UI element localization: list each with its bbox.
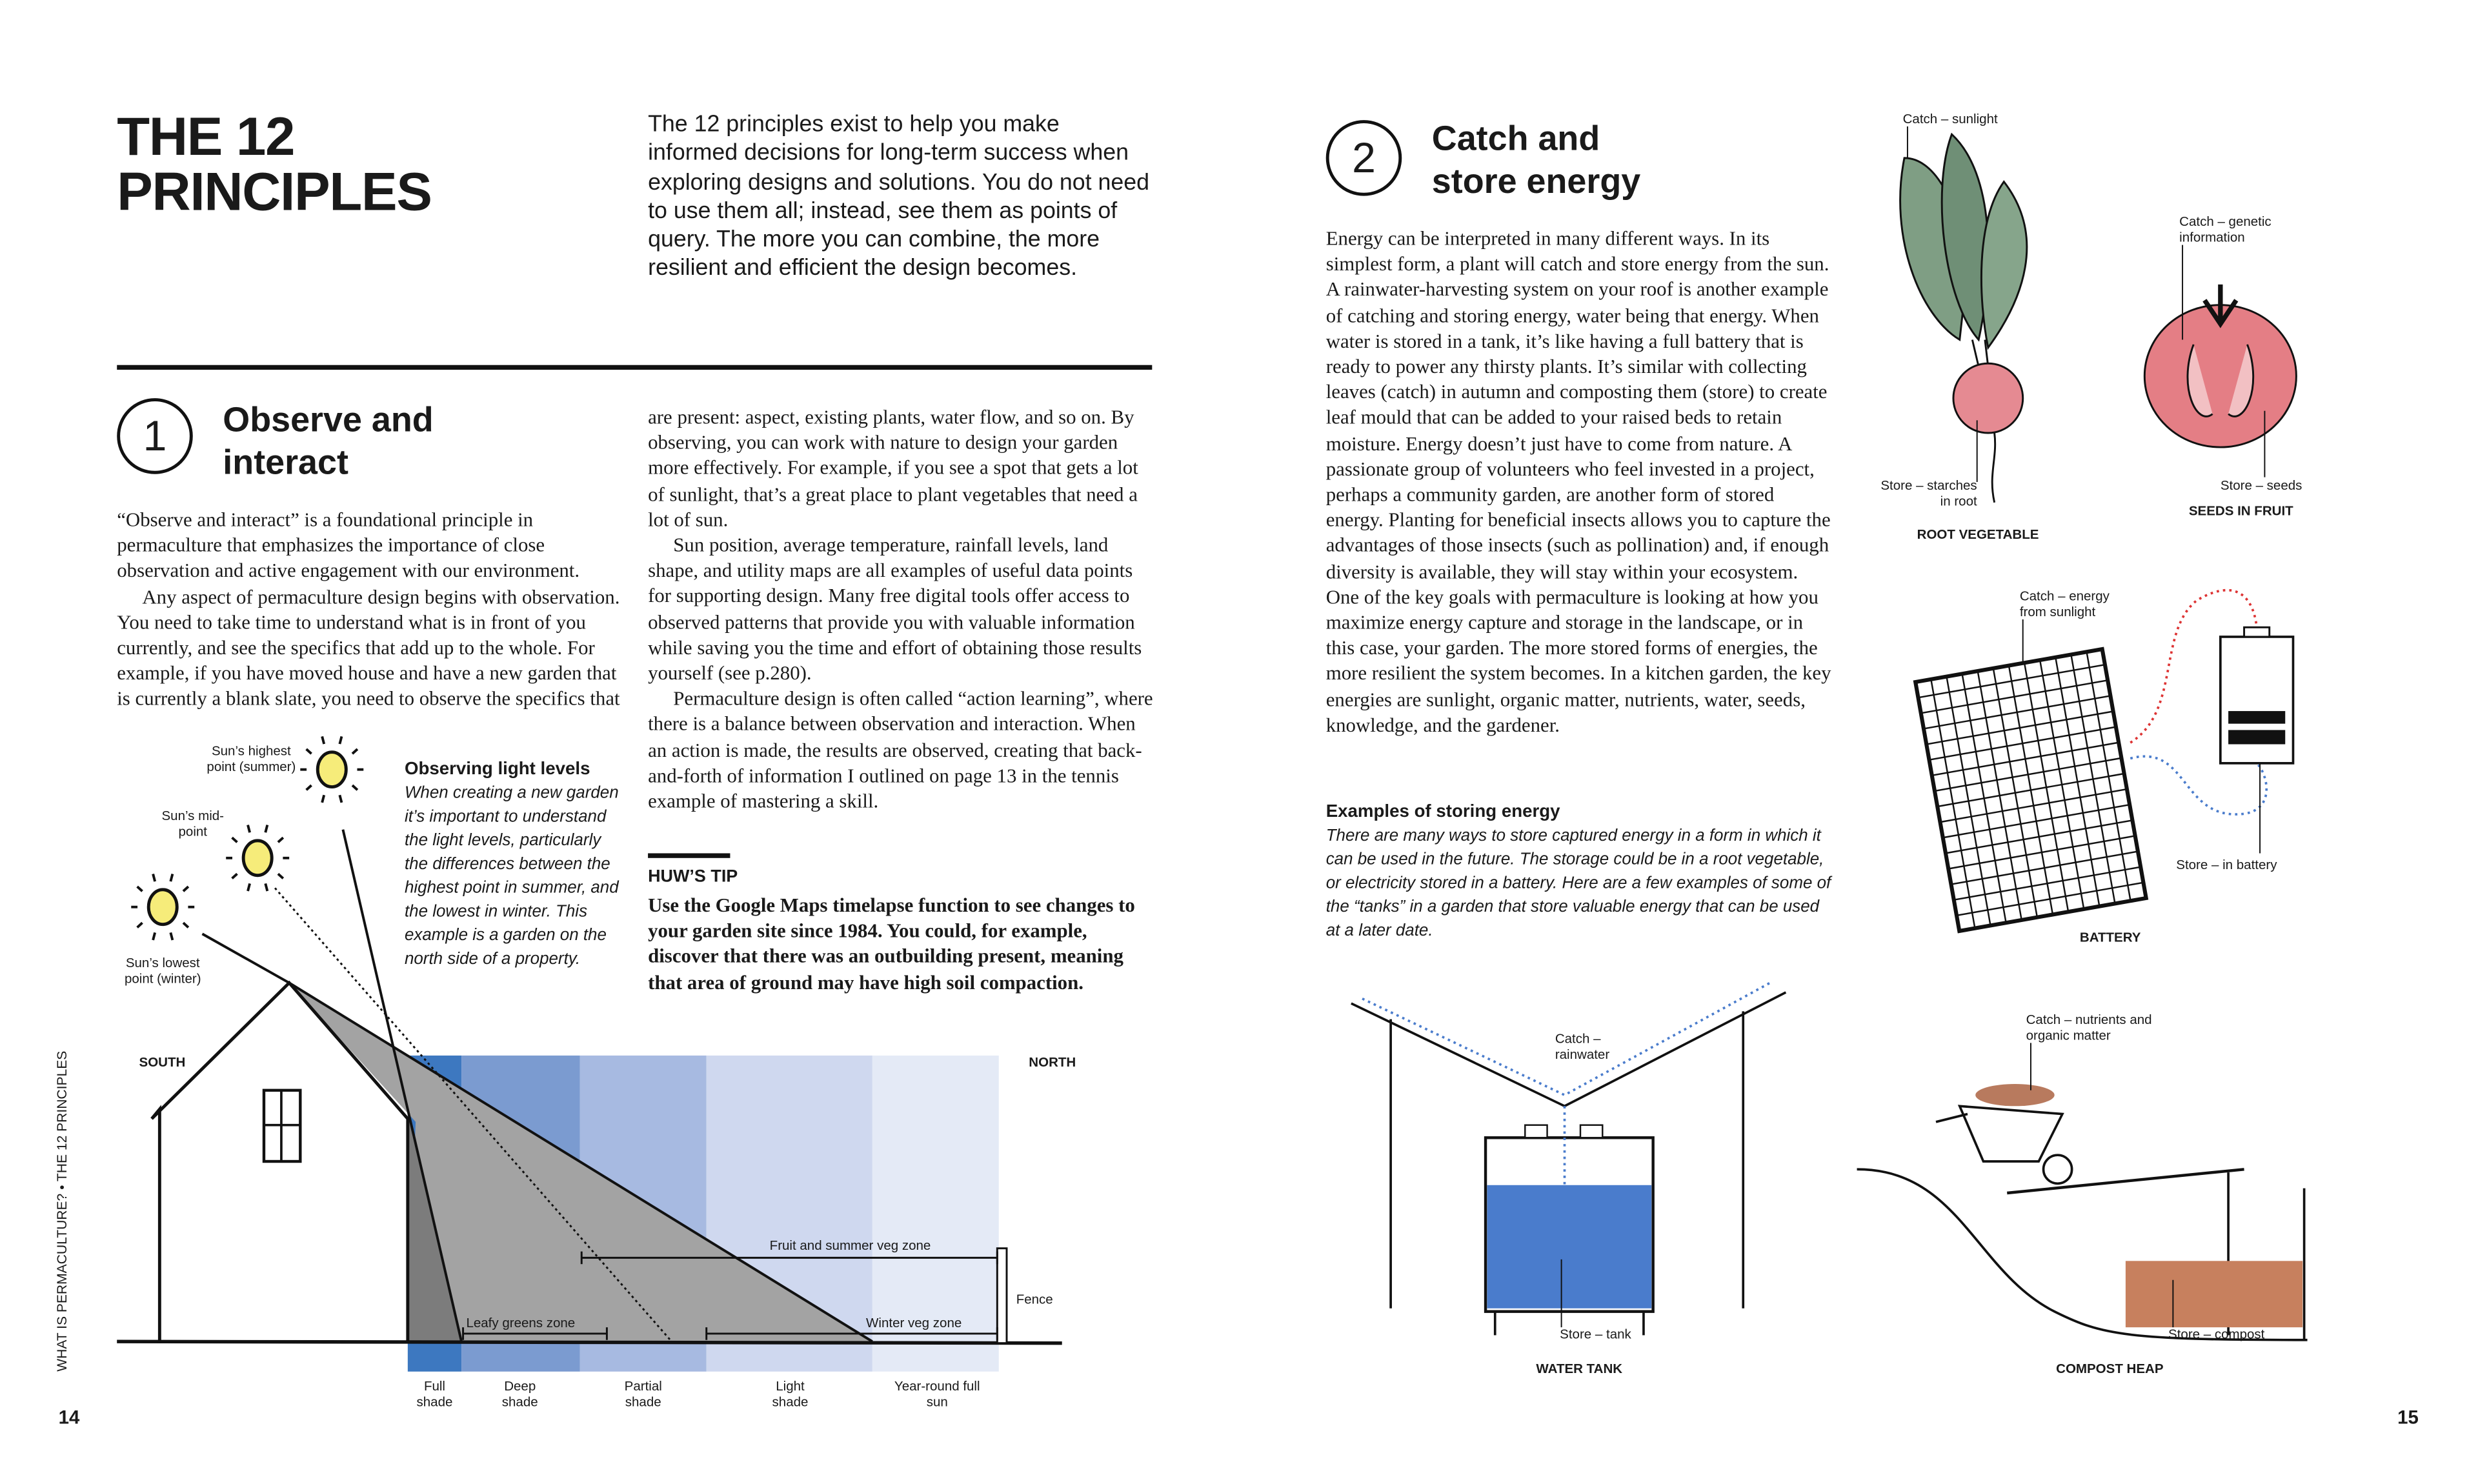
leafy-zone-label: Leafy greens zone bbox=[466, 1314, 576, 1331]
sun-icon bbox=[226, 825, 290, 892]
title-line: PRINCIPLES bbox=[117, 163, 432, 223]
north-label: NORTH bbox=[1029, 1054, 1076, 1070]
page-number: 15 bbox=[2397, 1406, 2419, 1429]
sun-icon bbox=[300, 736, 364, 803]
compost-store-label: Store – compost bbox=[2168, 1325, 2265, 1342]
principle-number-badge: 2 bbox=[1325, 120, 1402, 196]
examples-text: There are many ways to store captured en… bbox=[1325, 826, 1831, 941]
battery-illustration bbox=[2130, 588, 2295, 854]
fruit-store-label: Store – seeds bbox=[2220, 477, 2302, 494]
body-column-2: are present: aspect, existing plants, wa… bbox=[648, 405, 1154, 814]
principle-title: Catch and store energy bbox=[1431, 118, 1641, 201]
battery-catch-label: Catch – energy from sunlight bbox=[2019, 588, 2110, 620]
solar-panel-illustration bbox=[1913, 619, 2149, 934]
section-rule bbox=[117, 365, 1153, 370]
tip-heading: HUW’S TIP bbox=[648, 867, 738, 887]
title-line: THE 12 bbox=[117, 107, 295, 168]
body-text: Energy can be interpreted in many differ… bbox=[1325, 227, 1831, 736]
examples-heading: Examples of storing energy bbox=[1325, 803, 1560, 822]
zone-label: Full shade bbox=[416, 1378, 453, 1410]
principle-number-badge: 1 bbox=[117, 398, 193, 474]
paragraph: Sun position, average temperature, rainf… bbox=[648, 534, 1142, 685]
sun-high-label: Sun’s highest point (summer) bbox=[206, 743, 296, 775]
battery-caption: BATTERY bbox=[2079, 929, 2141, 945]
page-number: 14 bbox=[58, 1406, 80, 1429]
sun-low-label: Sun’s lowest point (winter) bbox=[124, 954, 201, 987]
paragraph: “Observe and interact” is a foundational… bbox=[117, 508, 580, 583]
paragraph: Permaculture design is often called “act… bbox=[648, 687, 1153, 812]
sun-mid-label: Sun’s mid-point bbox=[161, 807, 225, 839]
winter-ray bbox=[201, 932, 290, 984]
compost-catch-label: Catch – nutrients and organic matter bbox=[2026, 1011, 2152, 1043]
tank-store-label: Store – tank bbox=[1560, 1325, 1631, 1342]
water-tank-illustration bbox=[1351, 981, 1787, 1336]
midpoint-ray bbox=[274, 887, 672, 1343]
principle-title: Observe and interact bbox=[223, 399, 434, 482]
summer-ray bbox=[341, 829, 463, 1342]
tank-caption: WATER TANK bbox=[1536, 1360, 1623, 1377]
compost-caption: COMPOST HEAP bbox=[2056, 1360, 2164, 1377]
fruit-catch-label: Catch – genetic information bbox=[2179, 213, 2272, 245]
tomato-illustration bbox=[2143, 245, 2297, 477]
compost-heap-illustration bbox=[1857, 1043, 2308, 1341]
body-column-1: “Observe and interact” is a foundational… bbox=[117, 507, 623, 712]
zone-label: Light shade bbox=[772, 1378, 809, 1410]
intro-text: The 12 principles exist to help you make… bbox=[648, 112, 1150, 283]
zone-label: Year-round full sun bbox=[894, 1378, 980, 1410]
tip-text: Use the Google Maps timelapse function t… bbox=[648, 894, 1135, 994]
tip-rule bbox=[648, 853, 730, 857]
sidebar-text: When creating a new garden it’s importan… bbox=[404, 783, 619, 969]
root-catch-label: Catch – sunlight bbox=[1902, 110, 1998, 126]
root-store-label: Store – starches in root bbox=[1880, 477, 1977, 509]
zone-label: Deep shade bbox=[501, 1378, 538, 1410]
shade-zone-band bbox=[872, 1055, 999, 1372]
winter-zone-label: Winter veg zone bbox=[866, 1314, 962, 1331]
fence-label: Fence bbox=[1016, 1290, 1053, 1307]
fruit-caption: SEEDS IN FRUIT bbox=[2188, 502, 2293, 519]
south-label: SOUTH bbox=[139, 1054, 186, 1070]
root-caption: ROOT VEGETABLE bbox=[1917, 526, 2039, 543]
sidebar-heading: Observing light levels bbox=[404, 759, 590, 779]
sun-icon bbox=[131, 873, 195, 941]
fruit-zone-label: Fruit and summer veg zone bbox=[769, 1237, 931, 1254]
ground-line bbox=[117, 1339, 1062, 1345]
paragraph: are present: aspect, existing plants, wa… bbox=[648, 406, 1138, 531]
root-vegetable-illustration bbox=[1899, 126, 2028, 503]
tank-catch-label: Catch – rainwater bbox=[1555, 1030, 1610, 1062]
battery-store-label: Store – in battery bbox=[2176, 856, 2277, 872]
page-title: THE 12 PRINCIPLES bbox=[117, 107, 432, 223]
paragraph: Any aspect of permaculture design begins… bbox=[117, 585, 620, 710]
zone-label: Partial shade bbox=[624, 1378, 662, 1410]
fence bbox=[996, 1247, 1008, 1345]
